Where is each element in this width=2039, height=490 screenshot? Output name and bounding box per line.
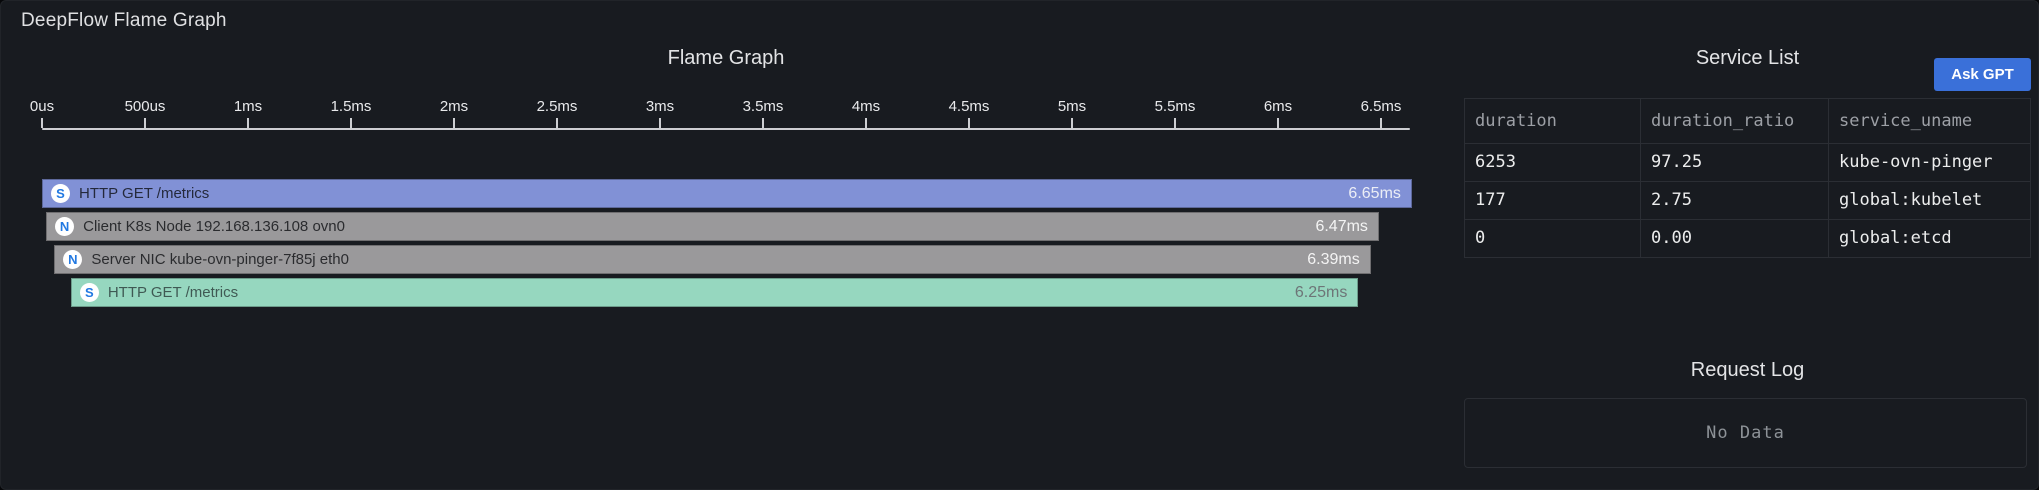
n-type-icon: N xyxy=(63,250,83,269)
table-cell: 0.00 xyxy=(1641,220,1829,257)
axis-tick-label: 500us xyxy=(124,98,166,115)
table-row[interactable]: 0 0.00 global:etcd xyxy=(1465,220,2030,257)
axis-tick xyxy=(659,118,661,128)
request-log-title: Request Log xyxy=(1690,359,1805,381)
flame-bar[interactable]: S HTTP GET /metrics 6.65ms xyxy=(42,179,1412,208)
table-cell: 2.75 xyxy=(1641,182,1829,219)
axis-tick-label: 0us xyxy=(29,98,55,115)
axis-tick xyxy=(1071,118,1073,128)
table-row[interactable]: 177 2.75 global:kubelet xyxy=(1465,182,2030,220)
table-cell: global:etcd xyxy=(1839,228,1952,248)
table-cell: 97.25 xyxy=(1641,144,1829,181)
axis-tick-label: 5ms xyxy=(1057,98,1087,115)
axis-tick-label: 6.5ms xyxy=(1360,98,1402,115)
table-cell: global:kubelet xyxy=(1839,190,1983,210)
flame-bar[interactable]: S HTTP GET /metrics 6.25ms xyxy=(70,278,1359,307)
axis-tick xyxy=(556,118,558,128)
panel-title: DeepFlow Flame Graph xyxy=(21,10,227,31)
s-type-icon: S xyxy=(51,184,70,203)
flame-graph-title: Flame Graph xyxy=(667,47,785,69)
flame-bar-label: Client K8s Node 192.168.136.108 ovn0 xyxy=(83,218,345,235)
axis-tick xyxy=(762,118,764,128)
table-header-row: duration duration_ratio service_uname xyxy=(1465,99,2030,144)
axis-tick xyxy=(144,118,146,128)
axis-tick-label: 4ms xyxy=(851,98,881,115)
service-list-title: Service List xyxy=(1695,47,1800,69)
request-log-empty: No Data xyxy=(1464,398,2027,468)
flame-bar-label: HTTP GET /metrics xyxy=(79,185,210,202)
flame-bar-duration: 6.25ms xyxy=(1294,283,1348,301)
table-cell: 177 xyxy=(1465,182,1641,219)
no-data-text: No Data xyxy=(1706,423,1785,443)
table-cell: 6253 xyxy=(1465,144,1641,181)
axis-tick-label: 2ms xyxy=(439,98,469,115)
axis-tick xyxy=(968,118,970,128)
flame-bar-label: HTTP GET /metrics xyxy=(107,284,239,301)
table-header-cell[interactable]: duration_ratio xyxy=(1641,99,1829,143)
s-type-icon: S xyxy=(79,283,99,302)
axis-tick-label: 3ms xyxy=(645,98,675,115)
axis-tick xyxy=(1277,118,1279,128)
flame-bar-label: Server NIC kube-ovn-pinger-7f85j eth0 xyxy=(91,251,349,268)
axis-tick-label: 6ms xyxy=(1263,98,1293,115)
table-header-cell[interactable]: service_uname xyxy=(1839,111,1973,131)
axis-tick xyxy=(41,118,43,128)
flame-bar[interactable]: N Server NIC kube-ovn-pinger-7f85j eth0 6.… xyxy=(54,245,1371,274)
flame-bar-duration: 6.65ms xyxy=(1348,184,1401,202)
axis-tick xyxy=(1174,118,1176,128)
flame-bar[interactable]: N Client K8s Node 192.168.136.108 ovn0 6.4… xyxy=(46,212,1379,241)
axis-tick xyxy=(350,118,352,128)
service-list-table: duration duration_ratio service_uname 6253 9… xyxy=(1464,98,2031,258)
axis-tick-label: 4.5ms xyxy=(948,98,990,115)
table-header-cell[interactable]: duration xyxy=(1465,99,1641,143)
axis-tick xyxy=(865,118,867,128)
axis-tick xyxy=(453,118,455,128)
axis-tick-label: 5.5ms xyxy=(1154,98,1196,115)
axis-tick-label: 1ms xyxy=(233,98,263,115)
n-type-icon: N xyxy=(55,217,75,236)
table-cell: kube-ovn-pinger xyxy=(1839,152,1993,172)
ask-gpt-button[interactable]: Ask GPT xyxy=(1934,58,2031,91)
table-cell: 0 xyxy=(1465,220,1641,257)
table-row[interactable]: 6253 97.25 kube-ovn-pinger xyxy=(1465,144,2030,182)
axis-tick-label: 3.5ms xyxy=(742,98,784,115)
flame-bar-duration: 6.39ms xyxy=(1307,250,1360,268)
axis-line xyxy=(42,128,1410,130)
axis-tick-label: 2.5ms xyxy=(536,98,578,115)
flame-bar-duration: 6.47ms xyxy=(1315,217,1368,235)
axis-tick-label: 1.5ms xyxy=(330,98,372,115)
axis-tick xyxy=(1380,118,1382,128)
axis-tick xyxy=(247,118,249,128)
